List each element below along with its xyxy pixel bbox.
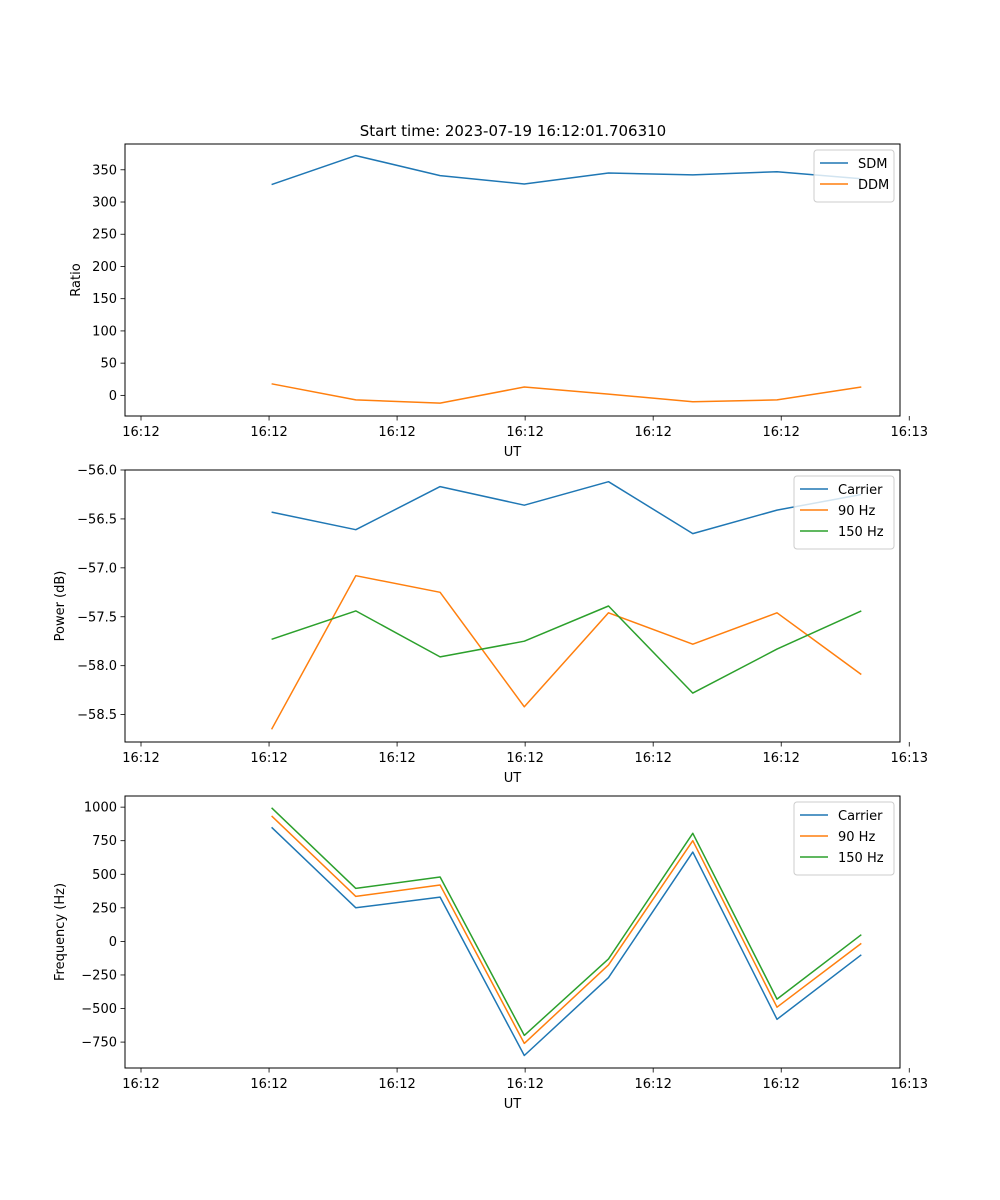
power-panel: 16:12 16:12 16:12 16:12 16:12 16:12 16:13 −58.5… (53, 464, 928, 787)
ratio-series-sdm-line (271, 154, 862, 186)
frequency-y-tick-label: −500 (81, 1002, 117, 1017)
power-series-carrier-line (271, 480, 862, 535)
power-y-tick-label: −58.5 (77, 708, 117, 723)
ratio-y-tick-label: 300 (92, 196, 117, 211)
power-x-tick-label: 16:12 (378, 751, 415, 766)
frequency-series-150-hz-line (271, 807, 862, 1037)
frequency-series-90-hz-line (271, 815, 862, 1045)
frequency-x-tick-label: 16:12 (634, 1077, 671, 1092)
power-x-tick-label: 16:12 (122, 751, 159, 766)
frequency-x-tick-label: 16:12 (762, 1077, 799, 1092)
frequency-x-tick-label: 16:12 (250, 1077, 287, 1092)
frequency-y-tick-label: 0 (109, 935, 117, 950)
power-y-tick-label: −57.0 (77, 561, 117, 576)
frequency-legend-label-carrier: Carrier (838, 809, 883, 824)
ratio-plot-frame (124, 143, 901, 417)
frequency-plot-frame (124, 795, 901, 1069)
power-x-tick-label: 16:12 (762, 751, 799, 766)
power-legend-label-90-hz: 90 Hz (838, 504, 875, 519)
ratio-x-tick-label: 16:13 (891, 425, 928, 440)
ratio-series-ddm-line (271, 383, 862, 404)
ratio-x-tick-label: 16:12 (634, 425, 671, 440)
ratio-x-tick-label: 16:12 (122, 425, 159, 440)
ratio-y-tick-label: 150 (92, 292, 117, 307)
power-plot-frame (124, 469, 901, 743)
ratio-y-tick-label: 350 (92, 163, 117, 178)
frequency-legend-label-90-hz: 90 Hz (838, 830, 875, 845)
power-y-axis-label: Power (dB) (53, 571, 68, 642)
power-y-tick-label: −56.5 (77, 512, 117, 527)
ratio-y-tick-label: 0 (109, 389, 117, 404)
frequency-x-axis-label: UT (504, 1097, 522, 1112)
frequency-x-tick-label: 16:12 (122, 1077, 159, 1092)
frequency-legend-label-150-hz: 150 Hz (838, 851, 884, 866)
power-legend-label-carrier: Carrier (838, 483, 883, 498)
frequency-x-tick-label: 16:13 (891, 1077, 928, 1092)
ratio-x-tick-label: 16:12 (250, 425, 287, 440)
frequency-series-carrier-line (271, 826, 862, 1057)
power-x-tick-label: 16:13 (891, 751, 928, 766)
power-x-axis-label: UT (504, 771, 522, 786)
figure-title: Start time: 2023-07-19 16:12:01.706310 (360, 122, 666, 140)
ratio-y-tick-label: 250 (92, 228, 117, 243)
ratio-x-tick-label: 16:12 (506, 425, 543, 440)
ratio-x-tick-label: 16:12 (762, 425, 799, 440)
power-y-tick-label: −56.0 (77, 464, 117, 479)
frequency-legend: Carrier 90 Hz 150 Hz (793, 801, 895, 876)
ratio-y-tick-label: 100 (92, 324, 117, 339)
power-x-tick-label: 16:12 (506, 751, 543, 766)
ratio-legend-label-sdm: SDM (858, 157, 887, 172)
frequency-panel: 16:12 16:12 16:12 16:12 16:12 16:12 16:13 −750 −… (53, 795, 928, 1112)
power-series-90-hz-line (270, 574, 862, 730)
ratio-panel: 16:12 16:12 16:12 16:12 16:12 16:12 16:13 0 50 10… (69, 143, 928, 460)
power-x-tick-label: 16:12 (250, 751, 287, 766)
ratio-legend: SDM DDM (813, 149, 895, 203)
ratio-x-tick-label: 16:12 (378, 425, 415, 440)
power-y-tick-label: −57.5 (77, 610, 117, 625)
frequency-y-tick-label: −750 (81, 1036, 117, 1051)
frequency-y-axis-label: Frequency (Hz) (53, 883, 68, 981)
power-legend: Carrier 90 Hz 150 Hz (793, 475, 895, 550)
frequency-y-tick-label: −250 (81, 968, 117, 983)
ratio-x-axis-label: UT (504, 445, 522, 460)
ratio-y-tick-label: 50 (100, 357, 117, 372)
power-y-tick-label: −58.0 (77, 659, 117, 674)
frequency-y-tick-label: 750 (92, 834, 117, 849)
frequency-y-tick-label: 500 (92, 868, 117, 883)
ratio-y-axis-label: Ratio (69, 263, 84, 296)
ratio-legend-label-ddm: DDM (858, 178, 889, 193)
frequency-x-tick-label: 16:12 (378, 1077, 415, 1092)
frequency-x-tick-label: 16:12 (506, 1077, 543, 1092)
frequency-y-tick-label: 1000 (84, 801, 117, 816)
power-legend-label-150-hz: 150 Hz (838, 525, 884, 540)
ratio-y-tick-label: 200 (92, 260, 117, 275)
frequency-y-tick-label: 250 (92, 901, 117, 916)
power-x-tick-label: 16:12 (634, 751, 671, 766)
power-series-150-hz-line (271, 605, 862, 694)
